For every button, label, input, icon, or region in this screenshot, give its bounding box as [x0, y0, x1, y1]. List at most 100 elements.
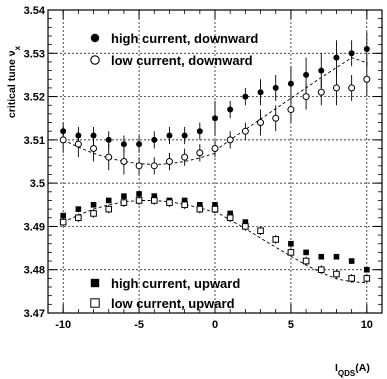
- point-series-2: [333, 253, 340, 260]
- point-series-3: [317, 266, 325, 274]
- point-series-3: [333, 270, 340, 278]
- point-series-0: [212, 115, 218, 122]
- y-tick-label: 3.51: [24, 135, 45, 147]
- point-series-0: [318, 67, 325, 74]
- point-series-2: [60, 212, 66, 219]
- point-series-3: [302, 257, 310, 265]
- y-tick-label: 3.48: [24, 265, 45, 277]
- point-series-2: [364, 266, 370, 273]
- point-series-3: [348, 275, 355, 282]
- point-series-2: [90, 201, 97, 208]
- fit-curve-downward-left: [63, 139, 216, 165]
- x-tick-label: 10: [361, 319, 373, 331]
- point-series-3: [75, 214, 82, 222]
- legend-marker-series-1: [90, 55, 100, 65]
- point-series-3: [105, 205, 113, 213]
- x-axis-label: IQDS(A): [335, 362, 370, 378]
- point-series-1: [59, 136, 67, 144]
- point-series-1: [317, 88, 325, 96]
- point-series-3: [120, 199, 128, 206]
- x-axis-label-unit: (A): [355, 362, 370, 374]
- legend-marker-series-2: [90, 278, 100, 288]
- grid-lines: [48, 10, 382, 313]
- point-series-3: [150, 197, 158, 204]
- point-series-1: [348, 84, 356, 92]
- point-series-0: [166, 132, 173, 139]
- point-series-1: [363, 75, 371, 83]
- point-series-1: [90, 145, 98, 153]
- y-axis-label: critical tune νx: [6, 45, 22, 118]
- legend-label-series-0: high current, downward: [111, 31, 258, 46]
- point-series-3: [135, 197, 143, 204]
- point-series-2: [288, 240, 294, 247]
- point-series-1: [196, 149, 204, 157]
- point-series-1: [226, 136, 234, 144]
- point-series-3: [90, 210, 97, 217]
- point-series-0: [287, 80, 294, 87]
- y-tick-label: 3.54: [24, 5, 46, 17]
- point-series-0: [257, 89, 264, 96]
- point-series-1: [332, 84, 340, 92]
- point-series-0: [333, 54, 340, 61]
- point-series-3: [166, 199, 173, 206]
- x-axis-label-main: I: [335, 362, 338, 374]
- x-tick-label: 0: [212, 319, 218, 331]
- y-tick-label: 3.5: [30, 178, 45, 190]
- legend-marker-series-3: [90, 298, 100, 308]
- x-tick-label: -10: [55, 319, 71, 331]
- point-series-0: [272, 84, 279, 91]
- legend-label-series-2: high current, upward: [111, 276, 240, 291]
- y-axis-label-sub: x: [13, 45, 22, 50]
- point-series-3: [287, 249, 295, 256]
- point-series-1: [105, 153, 113, 161]
- point-series-3: [59, 218, 67, 226]
- point-series-1: [135, 162, 143, 170]
- point-series-0: [196, 128, 203, 135]
- point-series-3: [363, 275, 371, 282]
- axis-ticks: 3.47 3.48 3.49 3.5 3.51 3.52 3.53 3.54 -10 -5 0 5 10: [24, 5, 383, 331]
- legend: high current, downward low current, downw…: [90, 31, 258, 311]
- point-series-2: [136, 191, 142, 197]
- point-series-1: [211, 145, 219, 153]
- point-series-3: [257, 227, 264, 235]
- point-series-2: [318, 253, 325, 260]
- point-series-2: [303, 249, 309, 256]
- y-tick-label: 3.49: [24, 221, 45, 233]
- point-series-0: [348, 50, 355, 57]
- point-series-0: [242, 93, 249, 100]
- data-markers: [59, 31, 371, 283]
- point-series-2: [348, 258, 355, 264]
- point-series-3: [181, 201, 188, 209]
- y-tick-label: 3.47: [24, 308, 45, 320]
- point-series-3: [272, 236, 280, 243]
- point-series-0: [151, 136, 158, 143]
- point-series-1: [257, 119, 265, 127]
- point-series-0: [303, 71, 310, 78]
- point-series-1: [165, 158, 173, 165]
- point-series-1: [287, 106, 295, 114]
- point-series-1: [74, 140, 82, 148]
- point-series-1: [272, 114, 280, 122]
- point-series-1: [120, 158, 128, 165]
- point-series-3: [196, 205, 204, 213]
- point-series-1: [181, 153, 189, 161]
- y-tick-label: 3.52: [24, 92, 45, 104]
- point-series-3: [211, 205, 219, 213]
- point-series-1: [241, 127, 249, 135]
- legend-marker-series-0: [90, 33, 100, 43]
- point-series-3: [226, 214, 234, 222]
- point-series-2: [105, 197, 112, 204]
- point-series-0: [181, 132, 188, 139]
- point-series-0: [120, 141, 127, 148]
- point-series-2: [75, 206, 82, 212]
- x-tick-label: -5: [134, 319, 144, 331]
- x-tick-label: 5: [288, 319, 294, 331]
- y-axis-label-main: critical tune ν: [6, 50, 18, 118]
- point-series-1: [150, 162, 158, 170]
- point-series-0: [227, 106, 234, 113]
- x-axis-label-sub: QDS: [338, 369, 356, 378]
- point-series-2: [121, 193, 127, 199]
- point-series-0: [363, 45, 370, 52]
- point-series-3: [242, 223, 249, 230]
